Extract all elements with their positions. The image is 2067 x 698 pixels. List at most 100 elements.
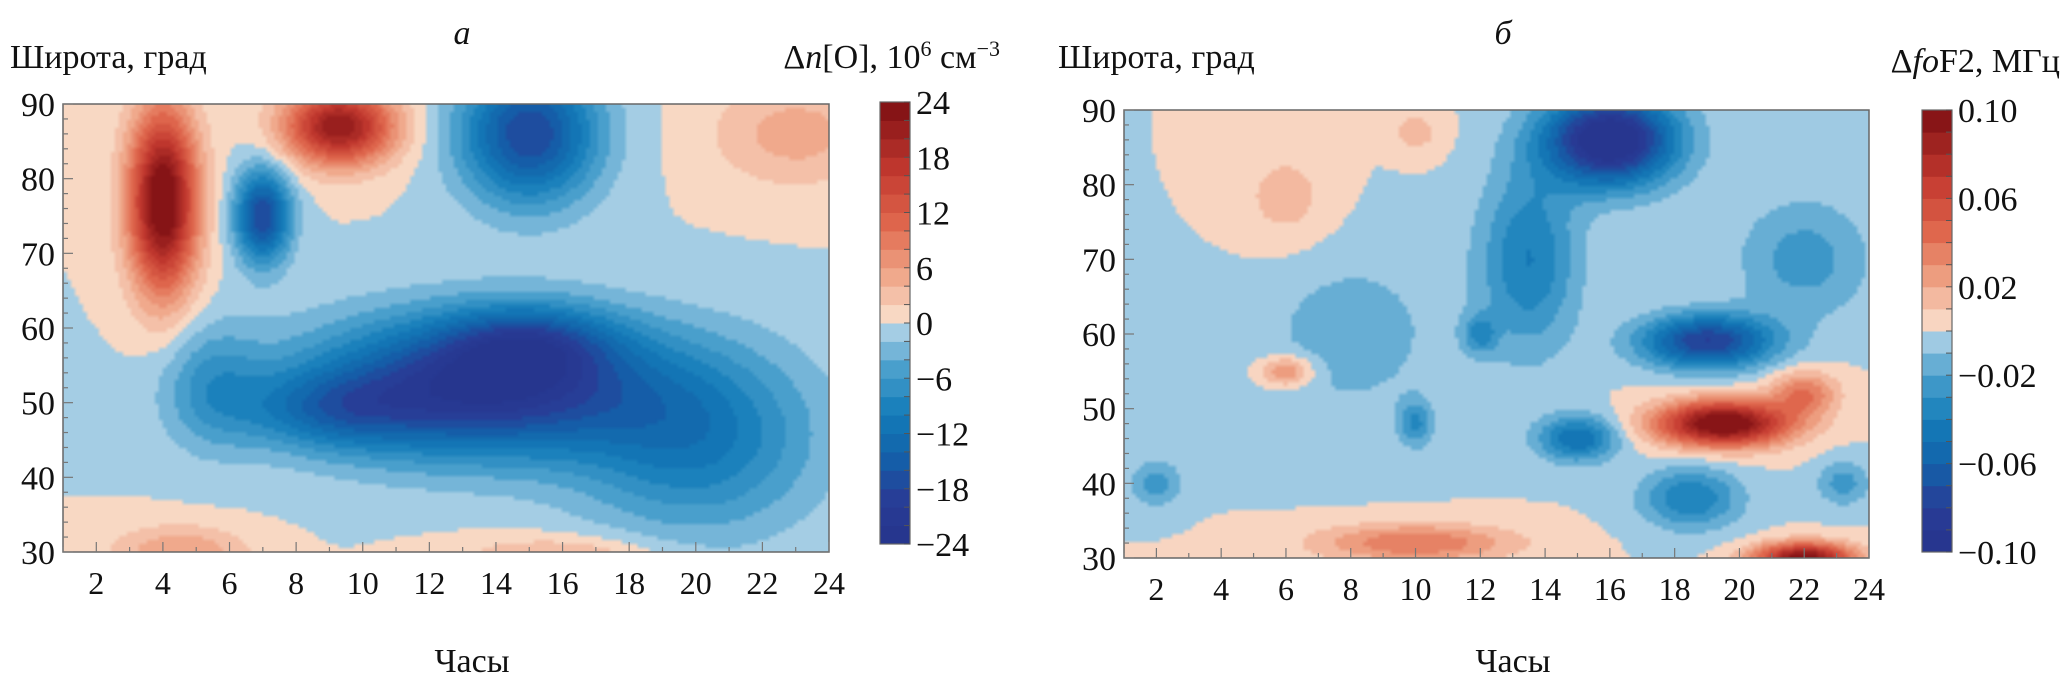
- colorbar-label-var: n: [805, 39, 822, 76]
- colorbar-tick-label: −6: [916, 361, 952, 398]
- colorbar-segment: [880, 378, 910, 398]
- colorbar-segment: [1922, 419, 1952, 442]
- colorbar-segment: [1922, 242, 1952, 266]
- y-tick-label: 80: [21, 162, 55, 199]
- panel-b: 2 4 6 8 10 12 14 16 18 20 22 2430405060708090бШирот…: [1058, 15, 2060, 680]
- heatmap-field: [1124, 110, 1869, 558]
- colorbar-segment: [1922, 353, 1952, 376]
- colorbar-segment: [1922, 154, 1952, 177]
- x-tick-label: 6: [1278, 571, 1294, 607]
- y-tick-label: 90: [1082, 93, 1116, 130]
- x-tick-label: 6: [222, 565, 238, 601]
- colorbar-label-prefix: Δ: [1891, 43, 1913, 80]
- y-tick-label: 70: [1082, 242, 1116, 279]
- colorbar-segment: [1922, 264, 1952, 288]
- colorbar-tick-label: 0: [916, 306, 933, 343]
- colorbar-segment: [1922, 397, 1952, 420]
- colorbar-segment: [1922, 485, 1952, 509]
- heatmap-field: [63, 104, 829, 552]
- colorbar-tick-label: −24: [916, 527, 969, 564]
- colorbar-segment: [1922, 220, 1952, 244]
- colorbar-segment: [880, 415, 910, 434]
- panel-label: а: [454, 15, 471, 52]
- x-tick-label: 2: [88, 565, 104, 601]
- colorbar-segment: [880, 102, 910, 121]
- colorbar-segment: [880, 120, 910, 140]
- x-tick-label: 18: [1659, 571, 1691, 607]
- colorbar-label-var: fo: [1913, 43, 1939, 80]
- colorbar-label-unit_exp: −3: [977, 36, 1000, 61]
- colorbar-segment: [1922, 176, 1952, 199]
- x-tick-label: 22: [746, 565, 778, 601]
- colorbar-tick-label: 12: [916, 196, 950, 233]
- colorbar-segment: [1922, 286, 1952, 310]
- x-tick-label: 10: [347, 565, 379, 601]
- colorbar-segment: [1922, 375, 1952, 398]
- colorbar-segment: [1922, 308, 1952, 332]
- colorbar-segment: [880, 194, 910, 213]
- colorbar-segment: [880, 286, 910, 306]
- x-tick-label: 12: [1464, 571, 1496, 607]
- colorbar-segment: [880, 304, 910, 324]
- colorbar-segment: [880, 341, 910, 361]
- x-axis-label: Часы: [434, 643, 509, 680]
- colorbar-tick-label: −0.10: [1958, 535, 2037, 572]
- y-tick-label: 60: [21, 311, 55, 348]
- colorbar-tick-label: −18: [916, 472, 969, 509]
- x-tick-label: 16: [1594, 571, 1626, 607]
- y-axis-label: Широта, град: [1058, 39, 1255, 76]
- colorbar-segment: [880, 396, 910, 416]
- colorbar-segment: [1922, 331, 1952, 354]
- x-tick-label: 22: [1788, 571, 1820, 607]
- x-tick-label: 4: [155, 565, 171, 601]
- colorbar-segment: [1922, 507, 1952, 531]
- colorbar-tick-label: −0.06: [1958, 447, 2037, 484]
- y-tick-label: 70: [21, 236, 55, 273]
- y-tick-label: 50: [21, 386, 55, 423]
- x-tick-label: 8: [288, 565, 304, 601]
- x-tick-label: 20: [680, 565, 712, 601]
- colorbar-tick-label: 0.10: [1958, 93, 2018, 130]
- colorbar-segment: [880, 138, 910, 158]
- y-tick-label: 50: [1082, 392, 1116, 429]
- x-tick-label: 24: [813, 565, 845, 601]
- y-tick-label: 60: [1082, 317, 1116, 354]
- x-tick-label: 24: [1853, 571, 1885, 607]
- colorbar-label-unit: см: [931, 39, 976, 76]
- colorbar-segment: [880, 175, 910, 195]
- colorbar-segment: [880, 249, 910, 269]
- colorbar-segment: [880, 359, 910, 379]
- colorbar-segment: [880, 470, 910, 490]
- colorbar-segment: [880, 230, 910, 250]
- y-tick-label: 30: [1082, 541, 1116, 578]
- colorbar-label-exp: 6: [920, 36, 931, 61]
- x-tick-label: 2: [1148, 571, 1164, 607]
- x-tick-label: 4: [1213, 571, 1229, 607]
- x-tick-label: 16: [547, 565, 579, 601]
- colorbar-segment: [880, 488, 910, 508]
- colorbar-segment: [1922, 441, 1952, 465]
- y-tick-label: 30: [21, 535, 55, 572]
- colorbar-label-bracket: F2, МГц: [1939, 43, 2060, 80]
- colorbar-segment: [880, 525, 910, 545]
- x-tick-label: 8: [1343, 571, 1359, 607]
- colorbar-tick-label: 24: [916, 85, 950, 122]
- colorbar-tick-label: 18: [916, 140, 950, 177]
- colorbar-segment: [880, 433, 910, 453]
- colorbar-segment: [880, 267, 910, 287]
- x-tick-label: 14: [480, 565, 512, 601]
- colorbar-segment: [880, 157, 910, 177]
- colorbar-label: Δn[O], 106 см−3: [783, 36, 1000, 77]
- y-tick-label: 40: [1082, 466, 1116, 503]
- x-tick-label: 10: [1400, 571, 1432, 607]
- x-tick-label: 14: [1529, 571, 1561, 607]
- colorbar-segment: [880, 451, 910, 471]
- colorbar-label: ΔfoF2, МГц: [1891, 43, 2060, 80]
- colorbar-segment: [1922, 110, 1952, 133]
- colorbar-tick-label: −12: [916, 417, 969, 454]
- y-tick-label: 40: [21, 460, 55, 497]
- colorbar-segment: [1922, 198, 1952, 221]
- x-tick-label: 20: [1723, 571, 1755, 607]
- colorbar-segment: [1922, 463, 1952, 487]
